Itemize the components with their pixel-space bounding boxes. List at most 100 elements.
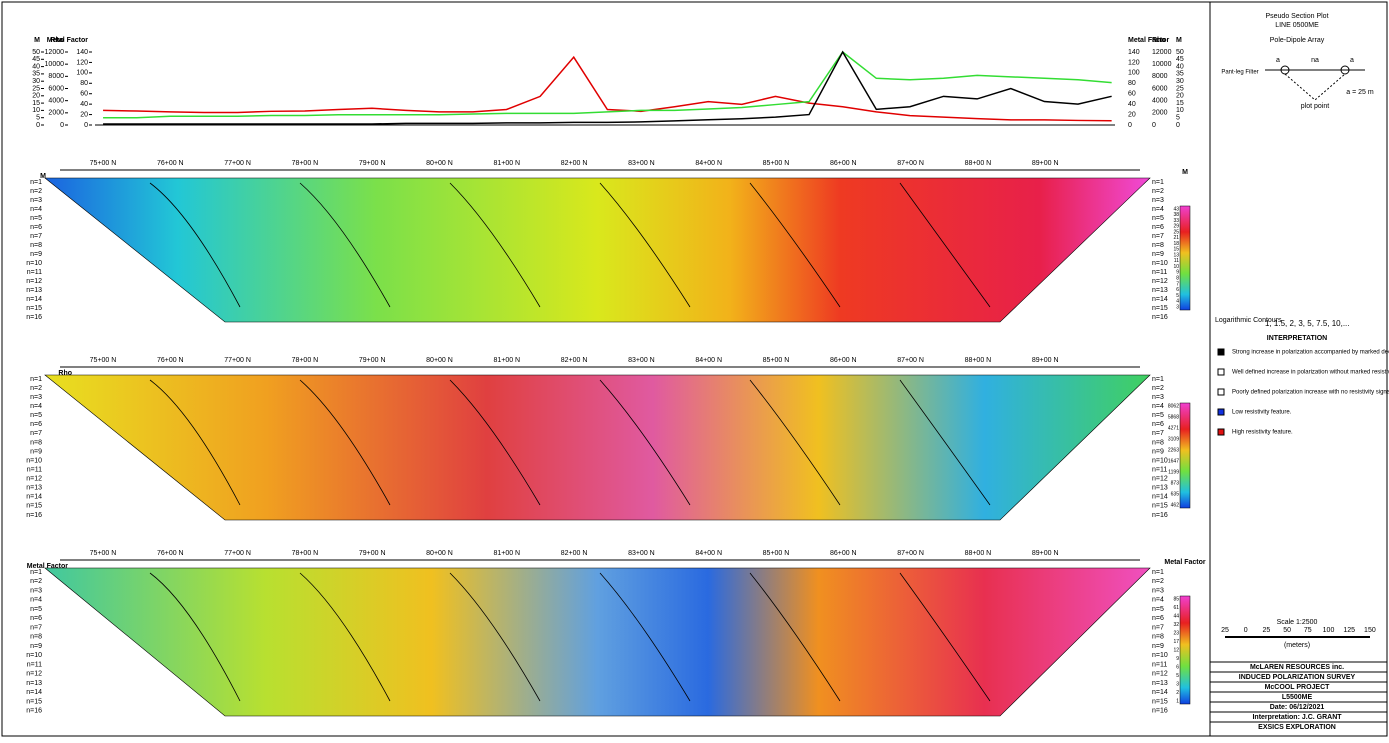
axis-title: M	[1176, 37, 1182, 44]
station-label: 87+00 N	[897, 357, 924, 364]
title-block-text: EXSICS EXPLORATION	[1258, 724, 1336, 731]
station-label: 89+00 N	[1032, 550, 1059, 557]
profile-line	[103, 52, 1112, 124]
level-label: n=7	[1152, 430, 1164, 437]
station-label: 83+00 N	[628, 357, 655, 364]
y-tick-label: 12000	[45, 49, 65, 56]
y-tick-label: 0	[1128, 122, 1132, 129]
color-scale-label: 32	[1173, 622, 1179, 628]
level-label: n=12	[1152, 671, 1168, 678]
y-tick-label: 5	[36, 115, 40, 122]
level-label: n=7	[30, 233, 42, 240]
panel-text: LINE 0500ME	[1275, 22, 1319, 29]
station-label: 85+00 N	[763, 160, 790, 167]
y-tick-label: 20	[1176, 93, 1184, 100]
level-label: n=2	[30, 188, 42, 195]
level-label: n=16	[1152, 314, 1168, 321]
y-tick-label: 80	[80, 80, 88, 87]
level-label: n=5	[1152, 606, 1164, 613]
level-label: n=6	[1152, 224, 1164, 231]
y-tick-label: 140	[1128, 49, 1140, 56]
y-tick-label: 25	[32, 85, 40, 92]
station-label: 84+00 N	[695, 160, 722, 167]
y-tick-label: 50	[32, 49, 40, 56]
level-label: n=1	[30, 179, 42, 186]
panel-text: 100	[1323, 627, 1335, 634]
legend-text: Well defined increase in polarization wi…	[1232, 370, 1389, 376]
color-scale-label: 3109	[1168, 436, 1179, 442]
side-panel: Pseudo Section PlotLINE 0500MEPole-Dipol…	[1210, 13, 1389, 731]
title-block-text: Interpretation: J.C. GRANT	[1252, 714, 1342, 721]
color-scale-label: 1647	[1168, 458, 1179, 464]
station-label: 87+00 N	[897, 160, 924, 167]
y-tick-label: 10000	[1152, 61, 1172, 68]
panel-text: na	[1311, 57, 1319, 64]
color-scale	[1180, 596, 1190, 704]
level-label: n=2	[1152, 578, 1164, 585]
station-label: 82+00 N	[561, 160, 588, 167]
station-label: 80+00 N	[426, 550, 453, 557]
level-label: n=1	[1152, 569, 1164, 576]
level-label: n=3	[30, 197, 42, 204]
level-label: n=10	[26, 457, 42, 464]
y-tick-label: 140	[76, 49, 88, 56]
station-label: 89+00 N	[1032, 160, 1059, 167]
level-label: n=16	[26, 314, 42, 321]
y-tick-label: 2000	[48, 110, 64, 117]
y-tick-label: 15	[1176, 100, 1184, 107]
panel-text: 0	[1244, 627, 1248, 634]
section-label: M	[1182, 169, 1188, 176]
y-tick-label: 15	[32, 100, 40, 107]
color-scale-label: 873	[1171, 480, 1180, 486]
y-tick-label: 0	[60, 122, 64, 129]
y-tick-label: 20	[32, 93, 40, 100]
station-label: 80+00 N	[426, 160, 453, 167]
station-label: 83+00 N	[628, 550, 655, 557]
panel-text: 125	[1343, 627, 1355, 634]
y-tick-label: 0	[84, 122, 88, 129]
level-label: n=7	[30, 624, 42, 631]
color-scale-label: 5868	[1168, 414, 1179, 420]
y-tick-label: 2000	[1152, 110, 1168, 117]
station-label: 86+00 N	[830, 160, 857, 167]
y-tick-label: 60	[80, 91, 88, 98]
station-label: 82+00 N	[561, 357, 588, 364]
level-label: n=9	[30, 251, 42, 258]
y-tick-label: 10	[32, 107, 40, 114]
color-scale-label: 4271	[1168, 425, 1179, 431]
color-scale-label: 17	[1173, 639, 1179, 645]
level-label: n=11	[27, 466, 42, 473]
legend-swatch	[1218, 349, 1224, 355]
y-tick-label: 8000	[48, 73, 64, 80]
color-scale	[1180, 206, 1190, 310]
y-tick-label: 8000	[1152, 73, 1168, 80]
legend-swatch	[1218, 429, 1224, 435]
legend-text: Low resistivity feature.	[1232, 410, 1292, 416]
y-tick-label: 100	[76, 70, 88, 77]
section-label: Metal Factor	[27, 563, 69, 570]
level-label: n=9	[30, 643, 42, 650]
level-label: n=4	[1152, 597, 1164, 604]
y-tick-label: 30	[1176, 78, 1184, 85]
station-label: 78+00 N	[292, 357, 319, 364]
color-scale-label: 2	[1176, 690, 1179, 696]
level-label: n=4	[1152, 403, 1164, 410]
level-label: n=11	[1152, 269, 1167, 276]
panel-text: INTERPRETATION	[1267, 335, 1327, 342]
title-block-text: Date: 06/12/2021	[1270, 704, 1325, 711]
level-label: n=14	[26, 689, 42, 696]
color-scale	[1180, 403, 1190, 508]
y-tick-label: 80	[1128, 80, 1136, 87]
station-label: 81+00 N	[493, 550, 520, 557]
level-label: n=10	[1152, 652, 1168, 659]
level-label: n=9	[30, 448, 42, 455]
level-label: n=15	[26, 305, 42, 312]
y-tick-label: 6000	[1152, 85, 1168, 92]
color-scale-label: 44	[1173, 613, 1179, 619]
level-label: n=2	[30, 578, 42, 585]
level-label: n=1	[30, 569, 42, 576]
level-label: n=10	[26, 260, 42, 267]
level-label: n=8	[1152, 242, 1164, 249]
level-label: n=5	[1152, 215, 1164, 222]
panel-text: a = 25 m	[1346, 89, 1374, 96]
